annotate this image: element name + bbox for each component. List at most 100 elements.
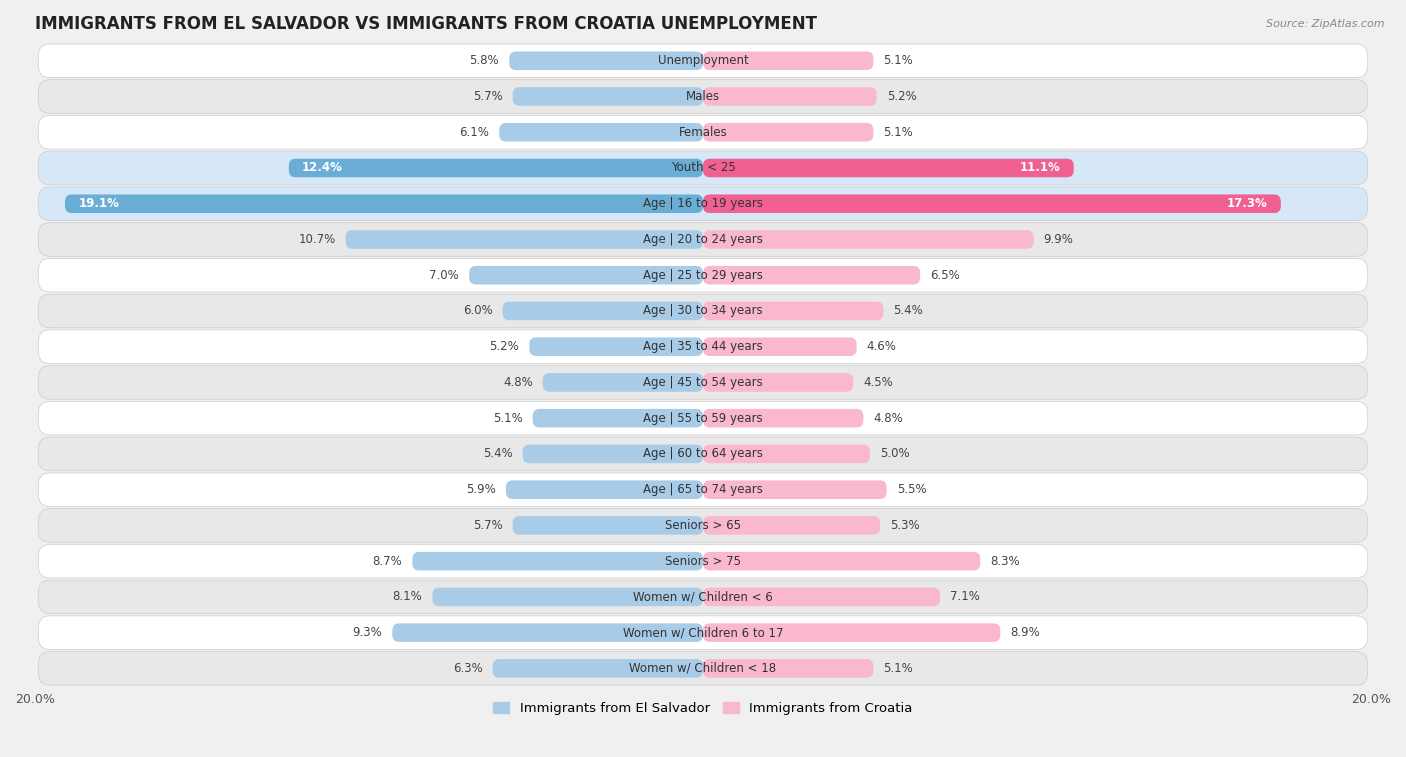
Text: Age | 35 to 44 years: Age | 35 to 44 years	[643, 340, 763, 354]
Text: 6.5%: 6.5%	[931, 269, 960, 282]
Text: 6.0%: 6.0%	[463, 304, 492, 317]
Text: 5.7%: 5.7%	[472, 519, 502, 532]
FancyBboxPatch shape	[38, 79, 1368, 114]
FancyBboxPatch shape	[533, 409, 703, 428]
Text: 9.3%: 9.3%	[353, 626, 382, 639]
FancyBboxPatch shape	[703, 87, 877, 106]
Text: 10.7%: 10.7%	[298, 233, 336, 246]
FancyBboxPatch shape	[513, 87, 703, 106]
Text: 5.7%: 5.7%	[472, 90, 502, 103]
FancyBboxPatch shape	[38, 616, 1368, 650]
Text: Women w/ Children 6 to 17: Women w/ Children 6 to 17	[623, 626, 783, 639]
FancyBboxPatch shape	[38, 366, 1368, 399]
Text: 8.9%: 8.9%	[1011, 626, 1040, 639]
FancyBboxPatch shape	[703, 659, 873, 678]
FancyBboxPatch shape	[412, 552, 703, 571]
Text: 4.6%: 4.6%	[866, 340, 897, 354]
Text: 5.2%: 5.2%	[489, 340, 519, 354]
Text: 5.9%: 5.9%	[467, 483, 496, 496]
FancyBboxPatch shape	[392, 623, 703, 642]
Text: Age | 30 to 34 years: Age | 30 to 34 years	[643, 304, 763, 317]
FancyBboxPatch shape	[346, 230, 703, 249]
FancyBboxPatch shape	[703, 123, 873, 142]
FancyBboxPatch shape	[529, 338, 703, 356]
FancyBboxPatch shape	[492, 659, 703, 678]
Text: 5.1%: 5.1%	[883, 55, 912, 67]
Text: 8.1%: 8.1%	[392, 590, 422, 603]
FancyBboxPatch shape	[38, 223, 1368, 257]
FancyBboxPatch shape	[470, 266, 703, 285]
Text: 5.1%: 5.1%	[883, 662, 912, 675]
Text: Age | 55 to 59 years: Age | 55 to 59 years	[643, 412, 763, 425]
Text: Males: Males	[686, 90, 720, 103]
FancyBboxPatch shape	[703, 552, 980, 571]
FancyBboxPatch shape	[703, 373, 853, 391]
Text: 19.1%: 19.1%	[79, 198, 120, 210]
FancyBboxPatch shape	[703, 195, 1281, 213]
Text: 8.7%: 8.7%	[373, 555, 402, 568]
Text: 9.9%: 9.9%	[1043, 233, 1074, 246]
Text: Age | 60 to 64 years: Age | 60 to 64 years	[643, 447, 763, 460]
FancyBboxPatch shape	[502, 302, 703, 320]
Text: Age | 16 to 19 years: Age | 16 to 19 years	[643, 198, 763, 210]
Text: 5.3%: 5.3%	[890, 519, 920, 532]
Text: Seniors > 75: Seniors > 75	[665, 555, 741, 568]
FancyBboxPatch shape	[38, 151, 1368, 185]
FancyBboxPatch shape	[703, 266, 920, 285]
Text: 6.3%: 6.3%	[453, 662, 482, 675]
FancyBboxPatch shape	[38, 580, 1368, 614]
Text: 7.1%: 7.1%	[950, 590, 980, 603]
Text: 11.1%: 11.1%	[1019, 161, 1060, 174]
FancyBboxPatch shape	[38, 652, 1368, 685]
Legend: Immigrants from El Salvador, Immigrants from Croatia: Immigrants from El Salvador, Immigrants …	[494, 702, 912, 715]
Text: 5.5%: 5.5%	[897, 483, 927, 496]
Text: Women w/ Children < 6: Women w/ Children < 6	[633, 590, 773, 603]
Text: 5.2%: 5.2%	[887, 90, 917, 103]
FancyBboxPatch shape	[38, 294, 1368, 328]
FancyBboxPatch shape	[506, 481, 703, 499]
Text: Females: Females	[679, 126, 727, 139]
Text: Age | 25 to 29 years: Age | 25 to 29 years	[643, 269, 763, 282]
Text: 4.5%: 4.5%	[863, 376, 893, 389]
FancyBboxPatch shape	[703, 481, 887, 499]
Text: 5.4%: 5.4%	[482, 447, 513, 460]
FancyBboxPatch shape	[38, 44, 1368, 77]
Text: IMMIGRANTS FROM EL SALVADOR VS IMMIGRANTS FROM CROATIA UNEMPLOYMENT: IMMIGRANTS FROM EL SALVADOR VS IMMIGRANT…	[35, 15, 817, 33]
FancyBboxPatch shape	[703, 51, 873, 70]
Text: Source: ZipAtlas.com: Source: ZipAtlas.com	[1267, 19, 1385, 29]
FancyBboxPatch shape	[703, 444, 870, 463]
Text: Age | 20 to 24 years: Age | 20 to 24 years	[643, 233, 763, 246]
FancyBboxPatch shape	[703, 587, 941, 606]
Text: 4.8%: 4.8%	[503, 376, 533, 389]
FancyBboxPatch shape	[38, 509, 1368, 542]
FancyBboxPatch shape	[513, 516, 703, 534]
FancyBboxPatch shape	[38, 473, 1368, 506]
FancyBboxPatch shape	[38, 544, 1368, 578]
FancyBboxPatch shape	[38, 330, 1368, 363]
Text: Youth < 25: Youth < 25	[671, 161, 735, 174]
FancyBboxPatch shape	[703, 230, 1033, 249]
FancyBboxPatch shape	[703, 409, 863, 428]
FancyBboxPatch shape	[65, 195, 703, 213]
FancyBboxPatch shape	[509, 51, 703, 70]
Text: 5.1%: 5.1%	[494, 412, 523, 425]
Text: 17.3%: 17.3%	[1227, 198, 1268, 210]
FancyBboxPatch shape	[703, 159, 1074, 177]
Text: Seniors > 65: Seniors > 65	[665, 519, 741, 532]
FancyBboxPatch shape	[288, 159, 703, 177]
FancyBboxPatch shape	[703, 302, 883, 320]
FancyBboxPatch shape	[543, 373, 703, 391]
Text: Age | 45 to 54 years: Age | 45 to 54 years	[643, 376, 763, 389]
FancyBboxPatch shape	[38, 401, 1368, 435]
FancyBboxPatch shape	[38, 258, 1368, 292]
Text: 8.3%: 8.3%	[990, 555, 1019, 568]
Text: 5.0%: 5.0%	[880, 447, 910, 460]
FancyBboxPatch shape	[38, 437, 1368, 471]
FancyBboxPatch shape	[703, 516, 880, 534]
Text: 6.1%: 6.1%	[460, 126, 489, 139]
Text: 5.1%: 5.1%	[883, 126, 912, 139]
Text: 5.4%: 5.4%	[893, 304, 924, 317]
Text: 7.0%: 7.0%	[429, 269, 460, 282]
FancyBboxPatch shape	[433, 587, 703, 606]
FancyBboxPatch shape	[38, 116, 1368, 149]
